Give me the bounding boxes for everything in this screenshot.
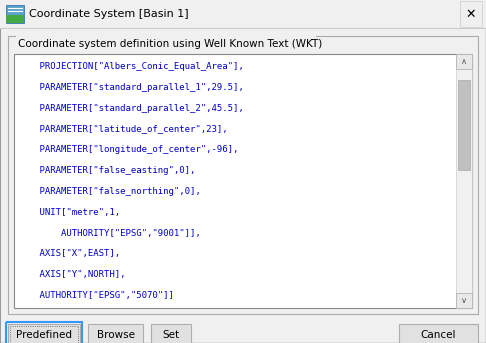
Bar (10, 326, 78, 343)
Bar (6, 5, 24, 23)
Text: AUTHORITY["EPSG","5070"]]: AUTHORITY["EPSG","5070"]] (18, 291, 174, 300)
Bar (14, 54, 472, 308)
Text: Coordinate System [Basin 1]: Coordinate System [Basin 1] (29, 9, 189, 19)
Bar (8, 36, 478, 314)
Bar (16, 35, 316, 49)
Text: AXIS["Y",NORTH],: AXIS["Y",NORTH], (18, 270, 125, 279)
Bar (456, 54, 472, 308)
Text: Cancel: Cancel (421, 330, 456, 340)
Text: Set: Set (162, 330, 179, 340)
Bar (460, 1, 482, 27)
Bar (151, 324, 191, 343)
Text: Browse: Browse (97, 330, 135, 340)
Bar (458, 80, 470, 170)
Text: PROJECTION["Albers_Conic_Equal_Area"],: PROJECTION["Albers_Conic_Equal_Area"], (18, 62, 244, 71)
Text: AUTHORITY["EPSG","9001"]],: AUTHORITY["EPSG","9001"]], (18, 228, 201, 238)
Text: ✕: ✕ (466, 8, 476, 21)
Text: UNIT["metre",1,: UNIT["metre",1, (18, 208, 120, 217)
Text: Coordinate system definition using Well Known Text (WKT): Coordinate system definition using Well … (18, 39, 322, 49)
Text: PARAMETER["standard_parallel_1",29.5],: PARAMETER["standard_parallel_1",29.5], (18, 83, 244, 92)
Bar (6, 15, 24, 23)
Bar (6, 322, 82, 343)
Text: AXIS["X",EAST],: AXIS["X",EAST], (18, 249, 120, 258)
Bar (0, 0, 486, 28)
Text: Predefined: Predefined (16, 330, 72, 340)
Bar (399, 324, 478, 343)
Text: PARAMETER["longitude_of_center",-96],: PARAMETER["longitude_of_center",-96], (18, 145, 238, 154)
Bar (8, 324, 80, 343)
Text: PARAMETER["false_northing",0],: PARAMETER["false_northing",0], (18, 187, 201, 196)
Bar (456, 54, 472, 69)
Text: PARAMETER["false_easting",0],: PARAMETER["false_easting",0], (18, 166, 195, 175)
Bar (88, 324, 143, 343)
Text: ∧: ∧ (461, 57, 467, 66)
Text: PARAMETER["standard_parallel_2",45.5],: PARAMETER["standard_parallel_2",45.5], (18, 104, 244, 113)
Text: PARAMETER["latitude_of_center",23],: PARAMETER["latitude_of_center",23], (18, 125, 227, 133)
Bar (456, 293, 472, 308)
Text: ∨: ∨ (461, 296, 467, 305)
